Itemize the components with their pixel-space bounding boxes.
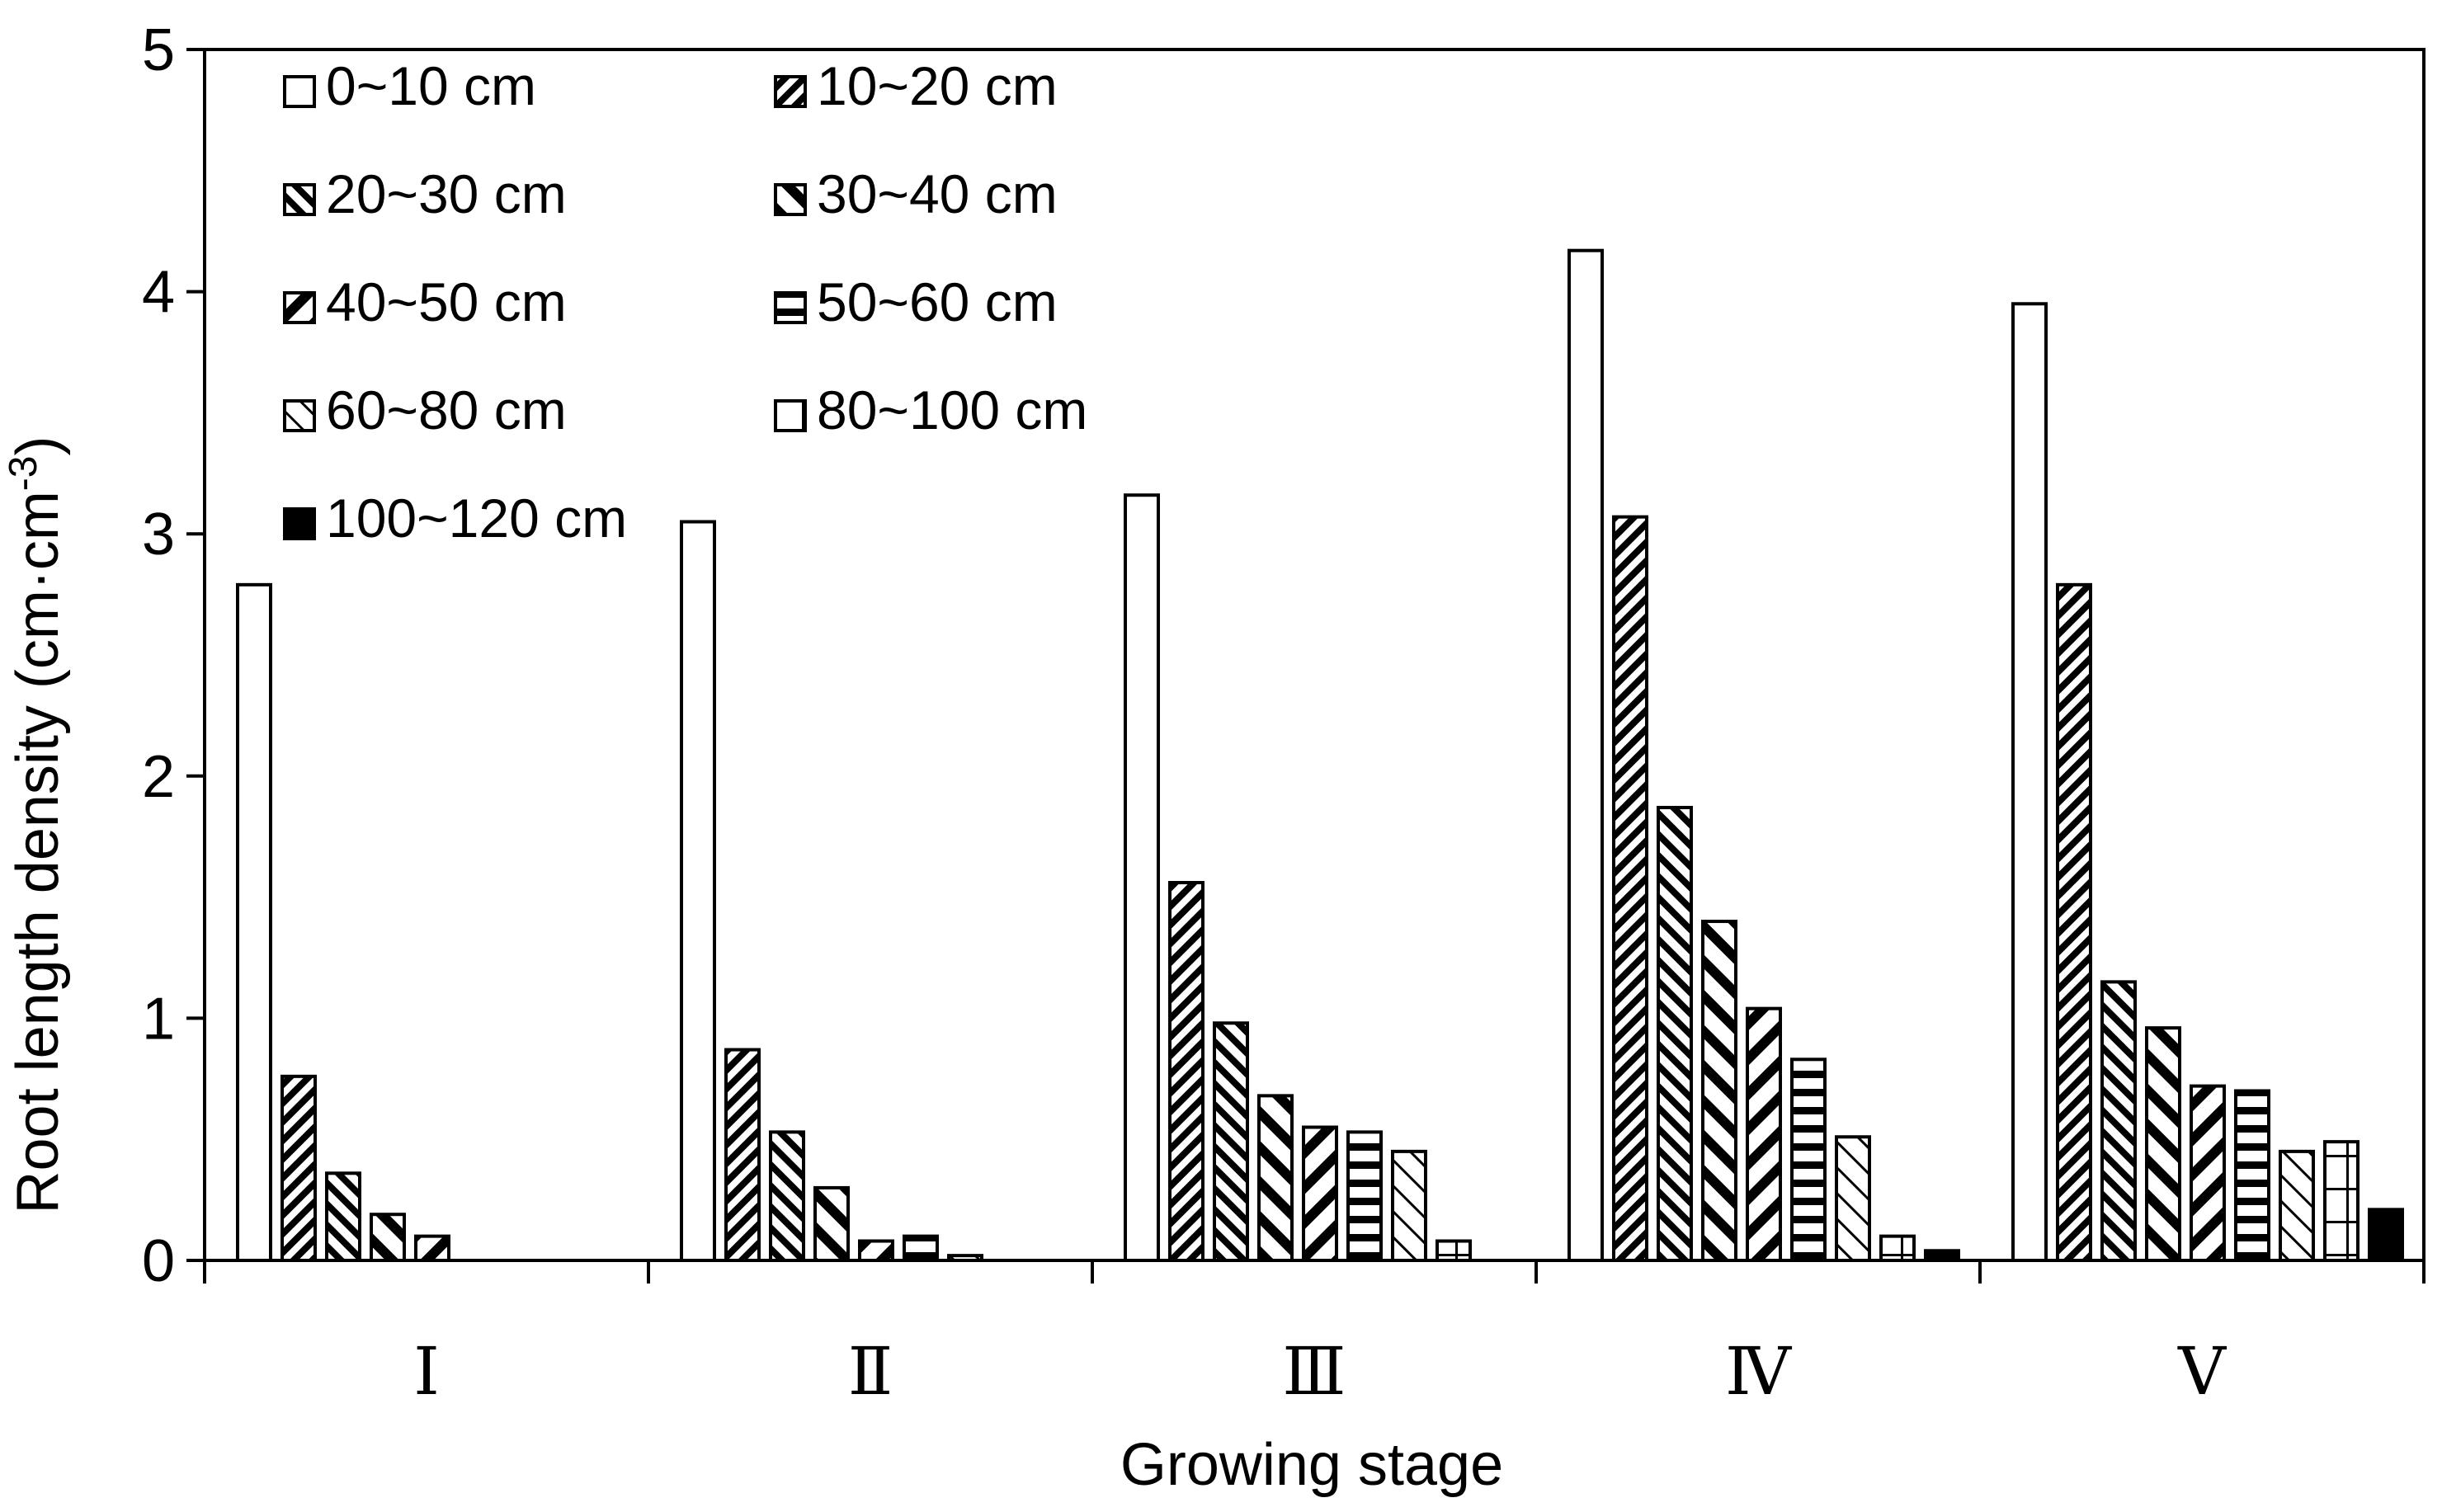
x-category-label: Ⅴ <box>2177 1336 2227 1409</box>
legend-swatch <box>774 183 807 216</box>
bar <box>1701 919 1737 1262</box>
bar <box>1213 1021 1249 1262</box>
bar <box>858 1239 894 1262</box>
legend-swatch <box>774 399 807 432</box>
legend-label: 30~40 cm <box>817 163 1058 224</box>
y-tick-label: 1 <box>142 986 175 1052</box>
axes: 0 1 2 3 4 5 Ⅰ Ⅱ Ⅲ Ⅳ Ⅴ <box>142 17 2426 1409</box>
bar <box>1302 1125 1338 1263</box>
legend-swatch <box>283 507 316 540</box>
bars <box>236 248 2404 1263</box>
bar <box>2190 1084 2226 1263</box>
bar <box>1746 1006 1782 1262</box>
x-category-label: Ⅱ <box>848 1336 893 1409</box>
bar <box>1346 1130 1383 1262</box>
bar <box>1391 1149 1427 1262</box>
bar <box>1879 1234 1916 1263</box>
bar <box>2368 1208 2404 1262</box>
bar <box>724 1048 761 1262</box>
y-tick-label: 0 <box>142 1228 175 1294</box>
bar <box>1568 248 1604 1262</box>
bar <box>2011 302 2048 1262</box>
bar <box>769 1130 805 1262</box>
bar <box>903 1234 939 1263</box>
bar <box>2234 1089 2270 1262</box>
legend-label: 60~80 cm <box>326 379 567 440</box>
bar <box>813 1185 850 1263</box>
legend-swatch <box>774 75 807 108</box>
bar <box>2100 980 2137 1262</box>
bar <box>325 1171 361 1262</box>
legend-label: 80~100 cm <box>817 379 1087 440</box>
y-tick-label: 4 <box>142 260 175 326</box>
y-tick-label: 2 <box>142 744 175 810</box>
y-axis-title: Root length density (cm·cm-3) <box>2 436 71 1214</box>
y-tick-label: 5 <box>142 17 175 83</box>
x-category-label: Ⅳ <box>1725 1336 1793 1409</box>
y-tick-label: 3 <box>142 502 175 568</box>
x-category-label: Ⅰ <box>413 1336 440 1409</box>
legend-label: 20~30 cm <box>326 163 567 224</box>
legend-label: 0~10 cm <box>326 55 536 116</box>
legend-label: 50~60 cm <box>817 271 1058 332</box>
bar <box>2056 582 2092 1262</box>
bar <box>1790 1057 1827 1263</box>
bar <box>236 582 272 1262</box>
legend-swatch <box>283 291 316 324</box>
bar <box>680 520 716 1262</box>
legend-swatch <box>774 291 807 324</box>
legend-label: 40~50 cm <box>326 271 567 332</box>
legend: 0~10 cm 10~20 cm 20~30 cm 30~40 cm 40~50 cm 5… <box>283 55 1087 549</box>
bar <box>280 1074 317 1263</box>
bar <box>1257 1094 1294 1263</box>
bar <box>1657 805 1693 1262</box>
bar <box>1835 1135 1871 1263</box>
bar <box>1612 515 1648 1262</box>
bar <box>414 1234 450 1263</box>
bar <box>1924 1249 1960 1262</box>
legend-swatch <box>283 183 316 216</box>
x-axis-title: Growing stage <box>1120 1432 1503 1498</box>
legend-label: 10~20 cm <box>817 55 1058 116</box>
bar <box>370 1213 406 1262</box>
bar <box>2145 1026 2181 1263</box>
bar <box>2279 1149 2315 1262</box>
bar <box>1124 493 1160 1262</box>
bar <box>2323 1140 2360 1262</box>
bar <box>947 1254 983 1263</box>
bar <box>1168 880 1204 1262</box>
x-category-label: Ⅲ <box>1282 1336 1346 1409</box>
legend-label: 100~120 cm <box>326 488 627 549</box>
legend-swatch <box>283 75 316 108</box>
legend-swatch <box>283 399 316 432</box>
bar <box>1436 1239 1472 1262</box>
